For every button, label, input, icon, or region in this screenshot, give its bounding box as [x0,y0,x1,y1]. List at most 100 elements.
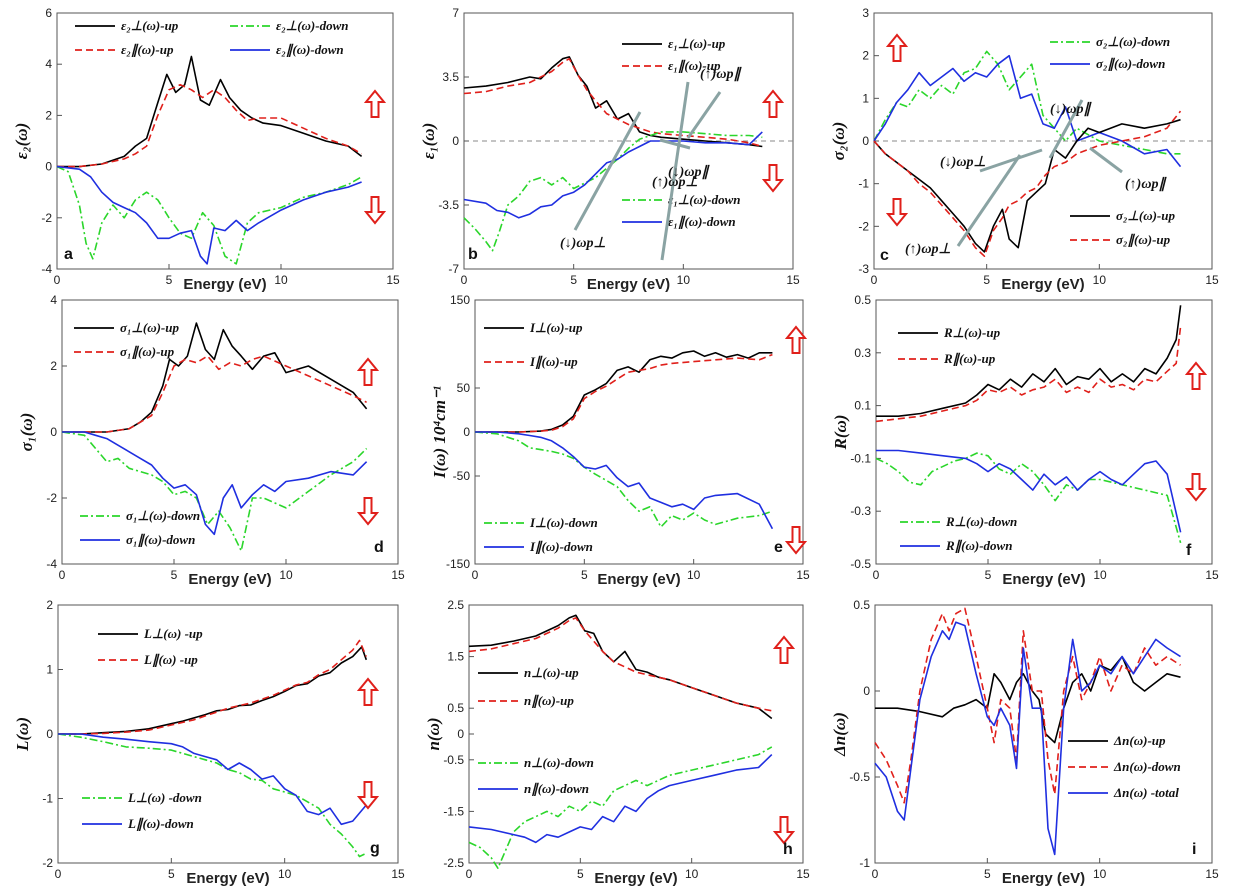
legend-label: σ₂⊥(ω)-up [1116,208,1175,223]
y-tick-label: 0.5 [853,598,870,612]
x-tick-label: 5 [985,568,992,582]
y-tick-label: 4 [45,57,52,71]
y-tick-label: -50 [453,469,471,483]
series-line-1 [468,614,773,720]
spin-down-arrow-icon [356,497,380,526]
y-tick-label: 1 [46,663,53,677]
series-line-3 [875,452,1182,544]
y-tick-label: 0.1 [854,399,871,413]
x-tick-label: 15 [1205,568,1219,582]
legend-label: σ₁∥(ω)-up [120,344,175,360]
plasma-frequency-annotation: (↑)ωp∥ [700,66,742,82]
legend-label: L⊥(ω) -up [143,626,203,641]
series-line-4 [56,165,362,265]
legend-label: ε₁⊥(ω)-up [668,36,726,51]
legend-label: σ₂∥(ω)-down [1096,56,1165,72]
y-tick-label: -1 [859,856,870,870]
series-line-3 [57,733,367,858]
legend-label: σ₁⊥(ω)-up [120,320,179,335]
x-axis-label: Energy (eV) [183,276,266,293]
legend-label: Δn(ω)-up [1113,733,1166,748]
x-axis-label: Energy (eV) [594,870,677,887]
x-tick-label: 0 [55,867,62,881]
spin-up-arrow-icon [1184,361,1208,390]
x-tick-label: 5 [577,867,584,881]
plasma-frequency-annotation: (↓)ωp⊥ [560,236,606,251]
x-tick-label: 15 [386,273,400,287]
series-line-1 [875,655,1181,744]
y-axis-label: Δn(ω) [830,712,849,757]
plot-frame [56,12,394,270]
x-axis-label: Energy (eV) [1001,276,1084,293]
spin-up-arrow-icon [784,325,808,354]
x-tick-label: 0 [472,568,479,582]
y-tick-label: 0.5 [447,701,464,715]
y-tick-label: 4 [50,293,57,307]
series-line-2 [875,326,1182,423]
legend-label: σ₂∥(ω)-up [1116,232,1171,248]
y-axis-label: n(ω) [424,717,443,750]
y-tick-label: -1.5 [443,804,464,818]
y-tick-label: -0.3 [850,504,871,518]
series-line-1 [62,322,368,433]
legend-label: R⊥(ω)-up [943,325,1001,340]
y-tick-label: 0 [45,160,52,174]
x-tick-label: 10 [1093,568,1107,582]
x-tick-label: 5 [984,867,991,881]
x-tick-label: 10 [274,273,288,287]
legend-label: ε₁∥(ω)-up [668,58,721,74]
x-tick-label: 5 [166,273,173,287]
spin-down-arrow-icon [784,526,808,555]
series-line-2 [475,353,773,433]
y-tick-label: 0 [863,684,870,698]
y-tick-label: 50 [457,381,471,395]
legend-label: σ₂⊥(ω)-down [1096,34,1170,49]
spin-up-arrow-icon [761,89,785,118]
series-line-3 [873,118,1181,253]
x-tick-label: 5 [983,273,990,287]
y-tick-label: 2 [50,359,57,373]
legend-label: Δn(ω) -total [1113,785,1179,800]
x-tick-label: 15 [391,568,405,582]
x-tick-label: 10 [687,568,701,582]
panel-label: e [774,539,783,556]
panel-label: a [64,246,73,263]
y-tick-label: 2 [862,49,869,63]
plot-frame [61,299,399,565]
annotation-pointer [979,148,1043,173]
series-line-4 [876,449,1182,533]
plot-frame [874,604,1213,864]
y-tick-label: -7 [448,262,459,276]
panel-label: g [370,840,380,857]
legend-label: σ₁∥(ω)-down [126,532,195,548]
x-axis-label: Energy (eV) [1002,870,1085,887]
legend-label: ε₂⊥(ω)-down [276,18,348,33]
spin-down-arrow-icon [885,198,909,227]
panel-label: b [468,246,478,263]
x-tick-label: 10 [1093,273,1107,287]
legend-label: ε₂⊥(ω)-up [121,18,179,33]
y-tick-label: -2 [42,856,53,870]
y-tick-label: 6 [45,6,52,20]
spin-up-arrow-icon [356,677,380,706]
series-line-1 [58,646,368,735]
legend-label: L∥(ω)-down [127,816,194,832]
series-line-2 [468,617,772,712]
x-tick-label: 0 [466,867,473,881]
y-tick-label: 3 [862,6,869,20]
annotation-pointer [686,91,722,139]
y-tick-label: -0.5 [849,770,870,784]
panel-label: c [880,247,889,264]
y-tick-label: -3.5 [438,198,459,212]
plot-frame [468,604,804,864]
legend-label: L⊥(ω) -down [127,790,202,805]
panel-label: f [1186,542,1192,559]
annotation-pointer [573,111,642,231]
legend-label: ε₂∥(ω)-down [276,42,344,58]
y-axis-label: ε₁(ω) [419,123,438,160]
panel-label: i [1192,841,1196,858]
x-tick-label: 15 [391,867,405,881]
legend-label: I∥(ω)-up [529,354,578,370]
panel-h: 0 5 10 15 -2.5 -1.5 -0.5 0 0.5 1.5 2.5 Energy (eV) n… [424,598,810,887]
legend-label: ε₂∥(ω)-up [121,42,174,58]
